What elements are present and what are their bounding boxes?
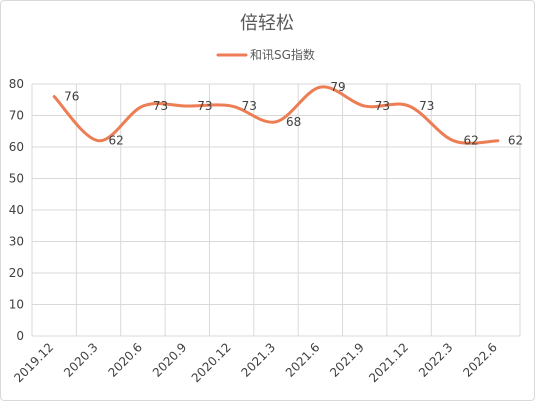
legend-label: 和讯SG指数	[250, 47, 315, 62]
y-tick-label: 40	[9, 203, 24, 217]
y-tick-label: 60	[9, 140, 24, 154]
x-tick-label: 2022.3	[416, 340, 456, 380]
y-tick-label: 20	[9, 266, 24, 280]
x-axis-ticks: 2019.12 2020.3 2020.6 2020.9 2020.12 2021.3 20…	[11, 340, 500, 385]
data-label: 62	[109, 134, 124, 148]
x-tick-label: 2020.6	[105, 340, 145, 380]
data-label: 76	[64, 90, 79, 104]
data-label: 73	[242, 99, 257, 113]
data-label: 62	[463, 134, 478, 148]
data-label: 73	[197, 99, 212, 113]
y-tick-label: 30	[9, 235, 24, 249]
x-tick-label: 2021.3	[239, 340, 279, 380]
data-label: 73	[419, 99, 434, 113]
x-tick-label: 2020.9	[150, 340, 190, 380]
data-label: 73	[375, 99, 390, 113]
x-tick-label: 2022.6	[460, 340, 500, 380]
series-line	[52, 85, 500, 145]
series-layer	[52, 85, 500, 145]
y-tick-label: 80	[9, 77, 24, 91]
y-tick-label: 10	[9, 298, 24, 312]
legend: 和讯SG指数	[216, 47, 315, 62]
x-tick-label: 2020.3	[61, 340, 101, 380]
x-tick-label: 2019.12	[11, 340, 56, 385]
y-tick-label: 0	[16, 329, 24, 343]
y-tick-label: 50	[9, 172, 24, 186]
x-tick-label: 2021.6	[283, 340, 323, 380]
x-tick-label: 2021.12	[366, 340, 411, 385]
data-label: 73	[153, 99, 168, 113]
y-tick-label: 70	[9, 109, 24, 123]
data-label: 68	[286, 115, 301, 129]
chart-title: 倍轻松	[240, 13, 294, 34]
gridlines	[31, 83, 521, 337]
data-label: 79	[330, 80, 345, 94]
y-axis-ticks: 0 10 20 30 40 50 60 70 80	[9, 77, 24, 343]
x-tick-label: 2020.12	[189, 340, 234, 385]
x-tick-label: 2021.9	[327, 340, 367, 380]
data-label: 62	[508, 134, 523, 148]
data-labels: 76 62 73 73 73 68 79 73 73 62 62	[64, 80, 523, 148]
